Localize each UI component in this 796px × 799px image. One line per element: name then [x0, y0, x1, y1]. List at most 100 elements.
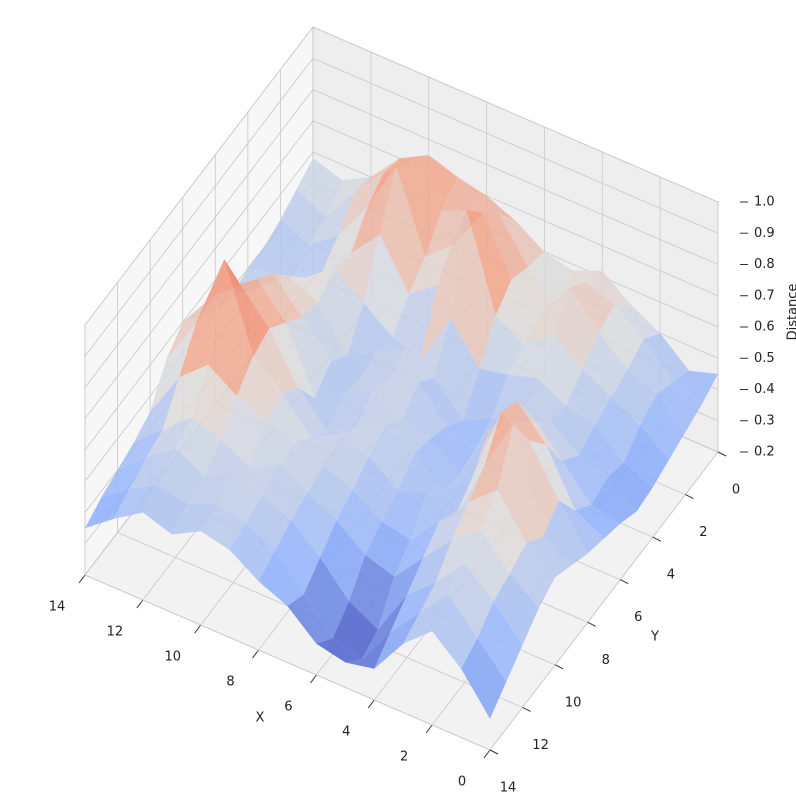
surface-cell: [349, 554, 395, 630]
surface-cell: [220, 396, 266, 468]
surface-cell: [336, 489, 382, 555]
surface-cell: [414, 438, 460, 491]
surface-cell: [394, 521, 440, 577]
surface-cell: [408, 244, 454, 294]
surface-cell: [390, 582, 436, 632]
surface-cell: [497, 424, 543, 543]
surface-cell: [397, 453, 444, 494]
surface-cell: [528, 252, 574, 302]
x-tick-label: 8: [226, 675, 234, 690]
x-tick: [194, 624, 202, 634]
surface-cell: [291, 492, 337, 558]
surface-cell: [614, 304, 661, 339]
surface-cell: [298, 387, 344, 432]
surface-cell: [142, 485, 189, 535]
z-tick-label: 0.8: [754, 257, 775, 272]
surface-cell: [549, 405, 595, 456]
x-tick: [425, 724, 433, 734]
surface-cell: [347, 302, 393, 356]
z-axis-label: Distance: [786, 284, 796, 341]
surface-cell: [258, 550, 304, 607]
surface-cell: [410, 493, 456, 540]
surface-cell: [376, 337, 422, 359]
y-tick: [717, 451, 727, 457]
surface-cell: [245, 494, 292, 551]
surface-cell: [320, 520, 366, 602]
surface-cell: [412, 155, 458, 211]
surface-cell: [381, 490, 427, 540]
surface-cell: [327, 391, 373, 432]
surface-cell: [318, 268, 364, 356]
surface-cell: [443, 432, 489, 491]
z-tick-label: 0.5: [754, 351, 775, 366]
surface-cell: [537, 334, 583, 406]
surface-cell: [607, 462, 653, 512]
y-axis-label: Y: [650, 630, 659, 645]
surface-cell: [509, 543, 556, 608]
surface-cell: [256, 273, 303, 323]
surface-cell: [403, 594, 449, 644]
surface-cell: [130, 448, 176, 489]
surface-cell: [278, 443, 324, 493]
surface-cell: [325, 177, 371, 217]
surface-cell: [166, 297, 212, 360]
surface-cell: [289, 268, 335, 303]
surface-cell: [569, 282, 615, 333]
surface-cell: [396, 160, 442, 258]
surface-cell: [452, 489, 498, 540]
x-tick-label: 0: [458, 775, 466, 790]
surface-cell: [350, 166, 397, 254]
grid-line: [312, 89, 719, 265]
surface-cell: [466, 209, 512, 316]
surface-cell: [598, 304, 644, 370]
surface-cell: [363, 234, 409, 338]
surface-cell: [247, 247, 294, 276]
surface-cell: [294, 434, 340, 465]
grid-line: [489, 451, 719, 751]
surface-cell: [372, 379, 418, 420]
surface-cell: [611, 369, 657, 426]
surface-cell: [484, 412, 530, 466]
surface: [85, 155, 718, 719]
surface-cell: [470, 195, 516, 221]
surface-cell: [240, 279, 286, 329]
x-tick-label: 10: [164, 650, 181, 665]
surface-cell: [293, 235, 339, 276]
surface-cell: [481, 489, 527, 574]
y-tick: [522, 706, 531, 712]
surface-cell: [435, 529, 481, 583]
surface-cell: [359, 349, 406, 380]
surface-cell: [253, 328, 299, 394]
surface-cell: [643, 333, 690, 383]
surface-cell: [529, 441, 576, 511]
surface-cell: [419, 563, 465, 614]
surface-cell: [334, 234, 380, 303]
y-tick-label: 10: [565, 695, 582, 710]
y-tick-label: 0: [732, 483, 740, 498]
surface-cell: [491, 374, 538, 421]
z-tick-label: 0.3: [754, 413, 775, 428]
surface-cell: [200, 503, 246, 550]
surface-cell: [356, 391, 402, 429]
surface-cell: [354, 158, 400, 192]
y-tick-label: 8: [602, 653, 610, 668]
y-tick-label: 4: [667, 568, 675, 583]
surface-cell: [586, 270, 632, 306]
surface-cell: [392, 284, 438, 359]
surface-cell: [441, 177, 487, 211]
surface-cell: [533, 417, 579, 461]
grid-line: [312, 120, 719, 297]
x-tick-label: 14: [49, 600, 66, 615]
surface-cell: [578, 424, 624, 478]
surface-cell: [316, 638, 362, 663]
z-tick-label: 0.7: [754, 288, 775, 303]
surface-cell: [249, 421, 295, 468]
surface-cell: [575, 504, 621, 539]
surface-cell: [432, 594, 478, 669]
surface-cell: [446, 417, 492, 449]
surface-cell: [479, 315, 525, 375]
surface-cell: [461, 638, 507, 719]
surface-cell: [296, 158, 342, 217]
surface-cell: [448, 563, 494, 639]
surface-cell: [379, 166, 426, 294]
